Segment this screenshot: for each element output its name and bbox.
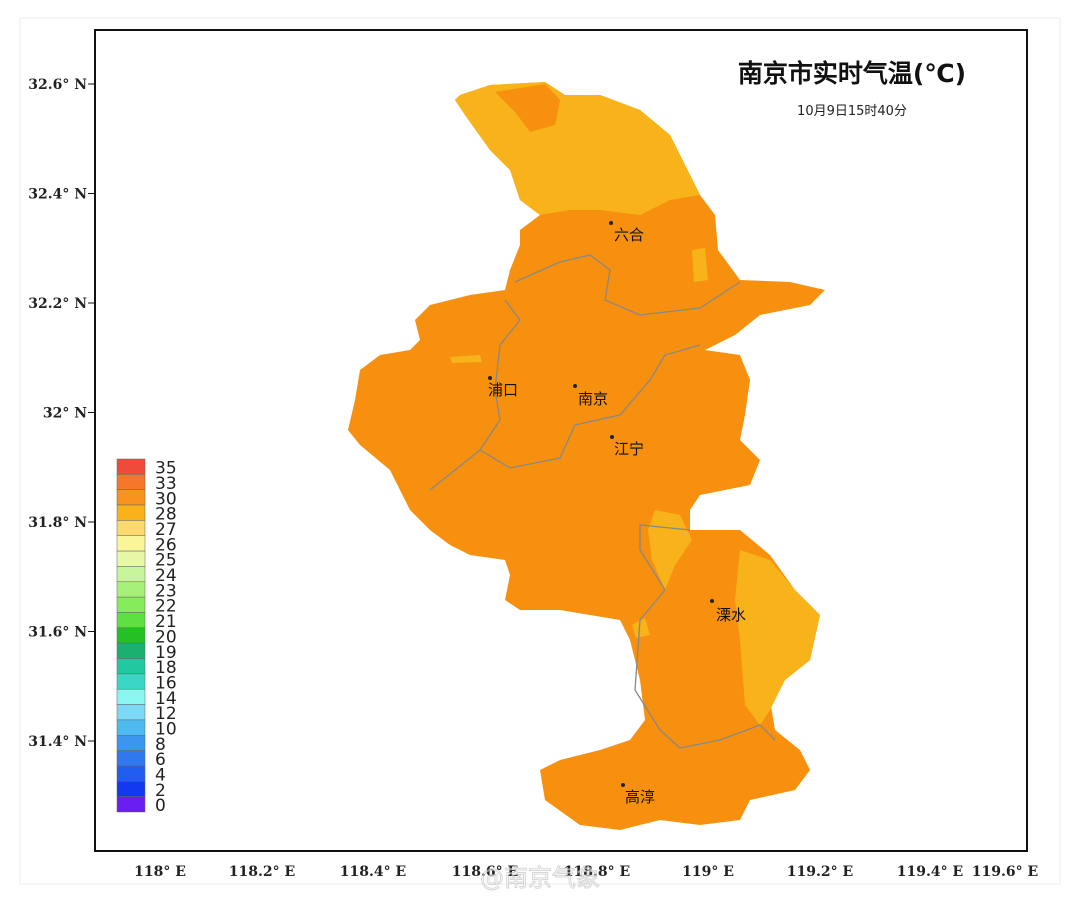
city-dot bbox=[621, 783, 625, 787]
y-tick-label: 32° N bbox=[43, 406, 87, 422]
legend-swatch bbox=[116, 458, 146, 475]
legend-label: 25 bbox=[155, 551, 177, 571]
city-label: 浦口 bbox=[488, 381, 518, 399]
legend-swatch bbox=[116, 581, 146, 598]
legend-swatch bbox=[116, 735, 146, 751]
legend-swatch bbox=[116, 550, 146, 567]
legend-label: 12 bbox=[155, 704, 177, 724]
city-label: 高淳 bbox=[625, 788, 655, 806]
x-tick-label: 119.6° E bbox=[972, 864, 1038, 880]
legend-label: 26 bbox=[155, 535, 177, 555]
warm-north bbox=[455, 82, 700, 215]
legend-label: 10 bbox=[155, 719, 177, 739]
city-dot bbox=[610, 435, 614, 439]
x-tick-label: 118.8° E bbox=[564, 864, 630, 880]
legend-swatch bbox=[116, 489, 146, 506]
legend-swatch bbox=[116, 765, 146, 782]
y-tick-label: 31.6° N bbox=[28, 625, 87, 641]
legend-swatch bbox=[116, 535, 146, 552]
legend-swatch bbox=[116, 796, 146, 813]
subtitle: 10月9日15时40分 bbox=[797, 104, 907, 119]
legend-swatch bbox=[116, 704, 146, 721]
hot-patch bbox=[495, 84, 560, 132]
city-label: 溧水 bbox=[716, 606, 746, 624]
legend-swatch bbox=[116, 474, 146, 490]
legend-label: 6 bbox=[155, 750, 166, 770]
legend-swatch bbox=[116, 658, 146, 675]
legend-label: 18 bbox=[155, 658, 177, 678]
legend-swatch bbox=[116, 781, 146, 797]
city-dots bbox=[488, 221, 714, 787]
title: 南京市实时气温(℃) bbox=[738, 59, 966, 88]
legend-swatch bbox=[116, 596, 146, 613]
warm-patch bbox=[648, 510, 692, 590]
warm-east bbox=[735, 550, 820, 725]
city-dot bbox=[488, 376, 492, 380]
legend-label: 2 bbox=[155, 781, 166, 801]
x-tick-label: 118.4° E bbox=[340, 864, 406, 880]
watermark: @南京气象 bbox=[480, 864, 600, 892]
legend-label: 23 bbox=[155, 581, 177, 601]
y-tick-label: 32.2° N bbox=[28, 296, 87, 312]
legend-swatch bbox=[116, 504, 146, 521]
legend-label: 21 bbox=[155, 612, 177, 632]
legend-swatch bbox=[116, 627, 146, 644]
legend-label: 0 bbox=[155, 796, 166, 816]
border bbox=[514, 254, 741, 316]
y-tick-label: 32.6° N bbox=[28, 77, 87, 93]
x-tick-label: 119° E bbox=[682, 864, 734, 880]
legend-label: 19 bbox=[155, 643, 177, 663]
legend-swatch bbox=[116, 688, 146, 705]
city-label: 六合 bbox=[614, 226, 644, 244]
y-tick-label: 31.8° N bbox=[28, 515, 87, 531]
legend-swatch bbox=[116, 612, 146, 629]
city-label: 南京 bbox=[578, 390, 608, 408]
legend-swatch bbox=[116, 566, 146, 583]
legend-label: 8 bbox=[155, 735, 166, 755]
legend-label: 28 bbox=[155, 505, 177, 525]
legend-label: 30 bbox=[155, 489, 177, 509]
y-tick-label: 31.4° N bbox=[28, 734, 87, 750]
legend-swatch bbox=[116, 719, 146, 736]
map-regions bbox=[348, 82, 825, 830]
district-borders bbox=[429, 254, 776, 749]
legend-label: 35 bbox=[155, 459, 177, 479]
legend-label: 20 bbox=[155, 627, 177, 647]
legend-swatch bbox=[116, 673, 146, 690]
legend-swatch bbox=[116, 520, 146, 536]
legend-label: 27 bbox=[155, 520, 177, 540]
x-tick-label: 118° E bbox=[134, 864, 186, 880]
border bbox=[479, 344, 701, 469]
city-dot bbox=[710, 599, 714, 603]
legend-label: 16 bbox=[155, 673, 177, 693]
x-tick-label: 118.2° E bbox=[229, 864, 295, 880]
city-label: 江宁 bbox=[614, 440, 644, 458]
y-tick-label: 32.4° N bbox=[28, 187, 87, 203]
x-tick-label: 119.2° E bbox=[787, 864, 853, 880]
city-dot bbox=[609, 221, 613, 225]
legend-label: 22 bbox=[155, 597, 177, 617]
border bbox=[634, 524, 776, 749]
city-dot bbox=[573, 384, 577, 388]
legend-label: 14 bbox=[155, 689, 177, 709]
legend-label: 4 bbox=[155, 766, 166, 786]
legend-label: 33 bbox=[155, 474, 177, 494]
x-tick-label: 119.4° E bbox=[897, 864, 963, 880]
legend-swatch bbox=[116, 642, 146, 659]
legend-swatch bbox=[116, 750, 146, 767]
legend-label: 24 bbox=[155, 566, 177, 586]
x-tick-label: 118.6° E bbox=[452, 864, 518, 880]
